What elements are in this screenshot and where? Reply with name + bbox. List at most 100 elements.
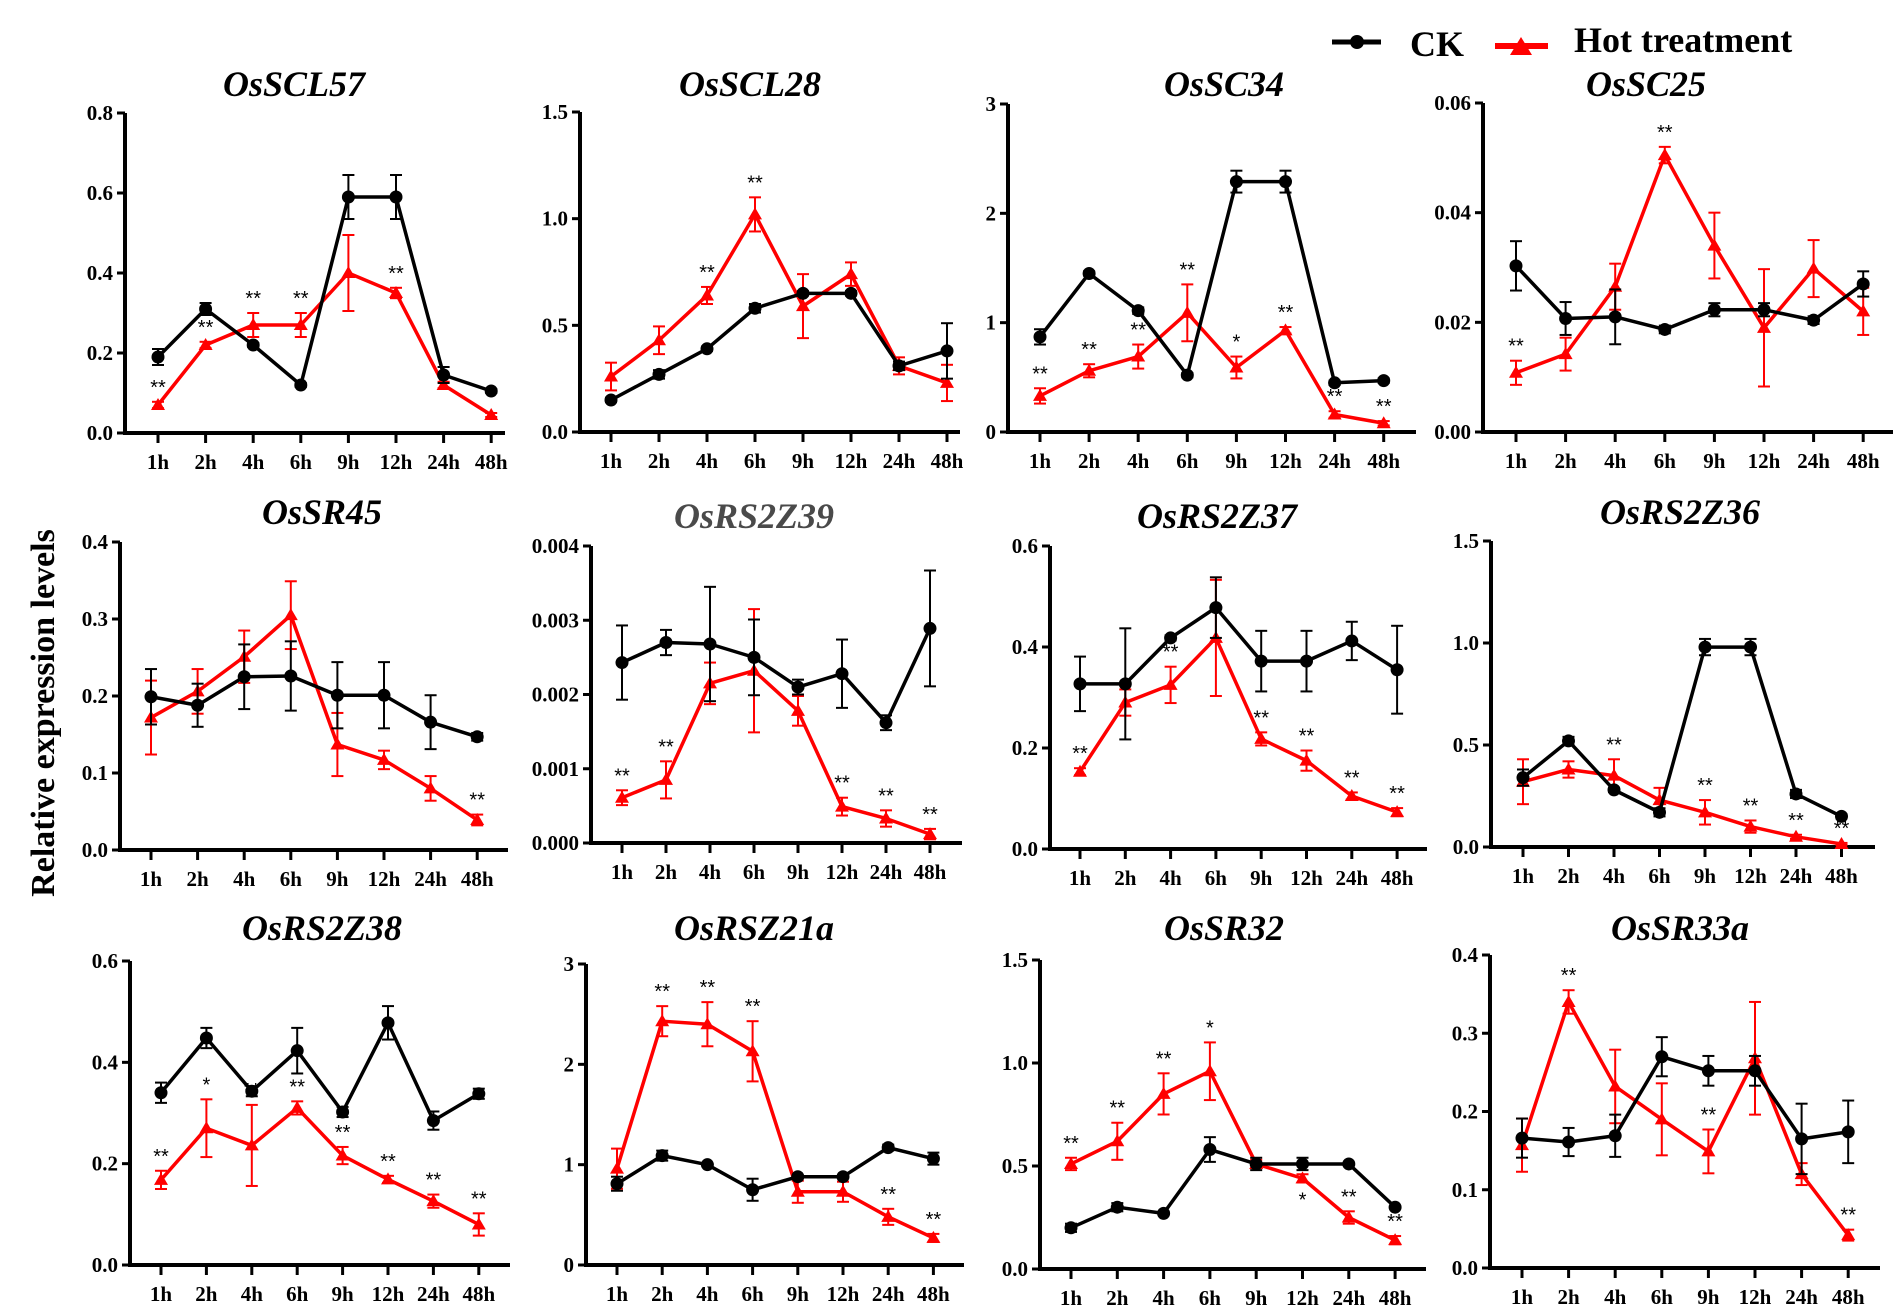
y-tick-label: 2 xyxy=(564,1052,575,1076)
data-point-ck xyxy=(659,636,673,650)
x-tick-label: 12h xyxy=(1739,1285,1772,1309)
panel-title: OsRS2Z37 xyxy=(1137,496,1299,536)
data-point-ck xyxy=(835,667,849,681)
panel-title: OsSR33a xyxy=(1611,908,1749,948)
x-tick-label: 24h xyxy=(427,450,460,474)
data-point-hot xyxy=(335,1148,350,1161)
significance-marker: * xyxy=(203,1074,211,1096)
x-tick-label: 24h xyxy=(417,1282,450,1306)
data-point-hot xyxy=(836,1184,850,1197)
data-point-ck xyxy=(1795,1132,1809,1146)
x-tick-label: 24h xyxy=(870,860,903,884)
data-point-hot xyxy=(1299,753,1314,766)
data-point-ck xyxy=(1658,322,1672,336)
series-ck xyxy=(1516,637,1848,823)
data-point-ck xyxy=(154,1086,168,1100)
panel-title: OsSCL57 xyxy=(223,64,367,104)
x-tick-label: 9h xyxy=(332,1282,355,1306)
significance-marker: ** xyxy=(293,288,309,310)
y-tick-label: 0.0 xyxy=(87,421,113,445)
data-point-hot xyxy=(1561,994,1576,1007)
data-point-hot xyxy=(700,288,714,301)
x-tick-label: 2h xyxy=(651,1282,674,1306)
data-point-ck xyxy=(1342,1157,1356,1171)
data-point-hot xyxy=(879,811,893,824)
data-point-ck xyxy=(844,286,858,300)
y-tick-label: 3 xyxy=(564,952,575,976)
x-tick-label: 1h xyxy=(1511,1285,1534,1309)
data-point-ck xyxy=(1388,1200,1402,1214)
x-tick-label: 1h xyxy=(1029,449,1052,473)
data-point-hot xyxy=(745,1044,760,1057)
x-tick-label: 1h xyxy=(606,1282,629,1306)
y-tick-label: 0.1 xyxy=(1452,1178,1478,1202)
significance-marker: ** xyxy=(471,1188,487,1210)
data-point-ck xyxy=(294,378,308,392)
y-tick-label: 0.06 xyxy=(1434,91,1471,115)
data-point-ck xyxy=(1064,1221,1078,1235)
data-point-ck xyxy=(940,344,954,358)
series-line xyxy=(159,1106,480,1227)
significance-marker: ** xyxy=(747,172,763,194)
y-tick-label: 1.5 xyxy=(1002,948,1028,972)
data-point-ck xyxy=(796,286,810,300)
x-tick-label: 48h xyxy=(1381,866,1414,890)
x-tick-label: 9h xyxy=(326,867,349,891)
data-point-hot xyxy=(1156,1086,1171,1099)
y-tick-label: 0.02 xyxy=(1434,310,1471,334)
series-hot xyxy=(615,608,937,841)
x-tick-label: 4h xyxy=(1127,449,1150,473)
data-point-ck xyxy=(652,367,666,381)
significance-marker: ** xyxy=(880,1184,896,1206)
data-point-ck xyxy=(1698,640,1712,654)
data-point-hot xyxy=(1743,819,1758,832)
y-tick-label: 0.002 xyxy=(532,683,579,707)
x-tick-label: 1h xyxy=(600,449,623,473)
x-tick-label: 1h xyxy=(150,1282,173,1306)
data-point-ck xyxy=(1377,374,1391,388)
x-tick-label: 12h xyxy=(380,450,413,474)
data-point-hot xyxy=(1806,261,1821,274)
y-tick-label: 0.0 xyxy=(542,420,568,444)
data-point-ck xyxy=(1653,805,1666,819)
x-tick-label: 9h xyxy=(1697,1285,1720,1309)
significance-marker: ** xyxy=(1180,259,1196,281)
data-point-hot xyxy=(1608,1079,1623,1092)
data-point-hot xyxy=(655,1014,670,1027)
panel-title: OsSC25 xyxy=(1586,64,1706,104)
data-point-hot xyxy=(423,781,438,794)
y-tick-label: 0.2 xyxy=(1452,1100,1478,1124)
x-tick-label: 12h xyxy=(368,867,401,891)
data-point-hot xyxy=(1064,1156,1078,1169)
y-tick-label: 0.000 xyxy=(532,831,579,855)
data-point-hot xyxy=(1509,365,1523,378)
x-tick-label: 6h xyxy=(742,1282,765,1306)
x-tick-label: 6h xyxy=(1176,449,1199,473)
panel-OsRSZ21a: OsRSZ21a 0 1 2 3 1h 2h 4h 6h 9h 12h 24h 48h ** ** ** ** *… xyxy=(564,908,964,1306)
data-point-hot xyxy=(330,737,345,750)
series-line xyxy=(1039,311,1385,425)
y-tick-label: 0.04 xyxy=(1434,201,1471,225)
significance-marker: ** xyxy=(1697,775,1713,797)
x-tick-label: 48h xyxy=(917,1282,950,1306)
data-point-hot xyxy=(341,266,356,278)
data-point-ck xyxy=(1073,677,1087,691)
y-tick-label: 0.0 xyxy=(1012,837,1038,861)
data-point-hot xyxy=(1558,347,1573,360)
panel-OsRS2Z36: OsRS2Z36 0.0 0.5 1.0 1.5 1h 2h 4h 6h 9h 12h 24h 48h *… xyxy=(1453,492,1875,888)
data-point-ck xyxy=(1655,1050,1669,1064)
series-hot xyxy=(610,1001,941,1243)
series-line xyxy=(156,271,493,417)
x-tick-label: 4h xyxy=(696,449,719,473)
y-tick-label: 0.1 xyxy=(82,761,108,785)
x-tick-label: 6h xyxy=(1654,449,1677,473)
data-point-ck xyxy=(1110,1200,1124,1214)
significance-marker: ** xyxy=(1063,1133,1079,1155)
data-point-ck xyxy=(1707,303,1721,317)
y-tick-label: 0.2 xyxy=(87,341,113,365)
series-hot xyxy=(1073,578,1405,818)
data-point-ck xyxy=(330,688,344,702)
x-tick-label: 1h xyxy=(1060,1286,1083,1310)
